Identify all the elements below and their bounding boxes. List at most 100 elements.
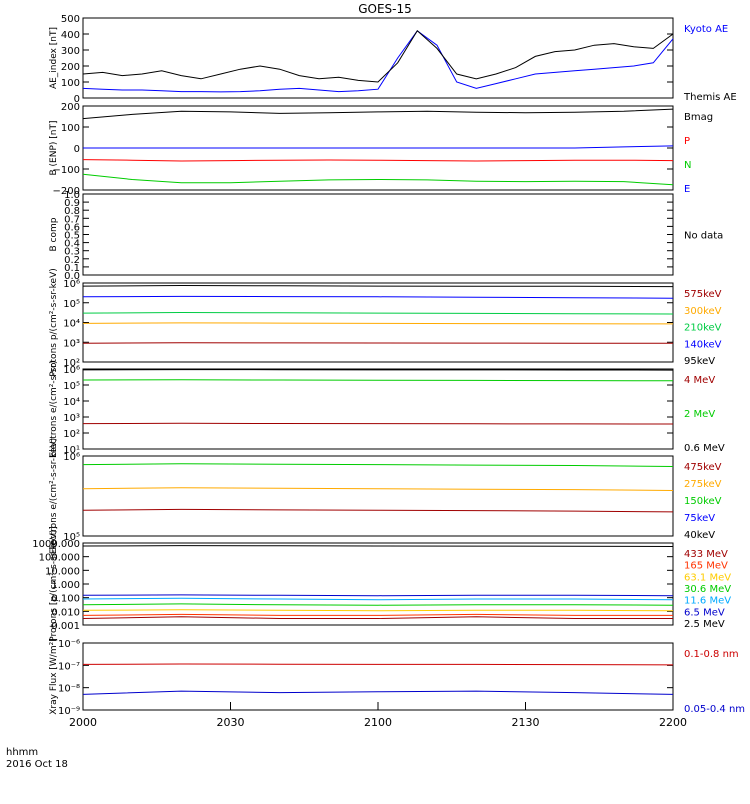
series-line (82, 369, 674, 371)
legend-entry: 210keV (684, 323, 722, 334)
series-line (82, 30, 674, 93)
legend-entry: P (684, 136, 690, 147)
y-tick-label: 0.3 (64, 247, 80, 258)
legend-entry: 433 MeV (684, 549, 728, 560)
y-tick-label: −200 (53, 186, 80, 197)
panel-5: 10⁵ 10⁶ Electrons e/(cm²-s-sr-keV) 475keV 27… (49, 438, 722, 554)
legend-entry: 0.6 MeV (684, 443, 725, 454)
series-line (83, 145, 674, 149)
y-tick-label: 200 (61, 102, 80, 113)
legend-entry: 0.1-0.8 nm (684, 649, 739, 660)
y-tick-label: 0.4 (64, 239, 80, 250)
y-axis-label: AE_index [nT] (49, 27, 59, 89)
series-line (82, 30, 674, 83)
time-axis-label-date: 2016 Oct 18 (6, 759, 68, 770)
y-tick-label: 0 (74, 144, 80, 155)
legend-entry: 150keV (684, 496, 722, 507)
series-line (82, 173, 674, 186)
legend-entry: 63.1 MeV (684, 572, 731, 583)
y-tick-label: 0.001 (51, 621, 80, 632)
series-line (82, 603, 674, 606)
legend-entry: E (684, 184, 690, 195)
y-tick-label: 300 (61, 46, 80, 57)
y-tick-label: 0.6 (64, 222, 80, 233)
legend-entry: 30.6 MeV (684, 584, 731, 595)
y-tick-label: 1.000 (51, 580, 80, 591)
legend-entry: Bmag (684, 112, 713, 123)
legend-entry: 40keV (684, 530, 715, 541)
y-tick-label: 500 (61, 14, 80, 25)
y-axis-label: Protons p/(cm²-s-sr-keV) (49, 268, 59, 377)
y-tick-label: 10³ (63, 413, 80, 424)
time-axis-label-hhmm: hhmm (6, 747, 38, 758)
series-line (82, 690, 674, 695)
y-tick-label: 100 (61, 78, 80, 89)
y-tick-label: 1000.000 (32, 539, 80, 550)
y-tick-label: 10⁻⁹ (58, 706, 80, 717)
y-tick-label: 10⁵ (63, 381, 80, 392)
y-tick-label: 10⁶ (63, 365, 80, 376)
series-line (82, 159, 674, 162)
x-tick-label: 2000 (69, 716, 97, 729)
y-tick-label: 0.9 (64, 198, 80, 209)
series-line (82, 663, 674, 666)
legend-entry: Themis AE (683, 92, 737, 103)
y-tick-label: 200 (61, 62, 80, 73)
y-tick-label: 0.7 (64, 214, 80, 225)
legend-entry: 75keV (684, 513, 715, 524)
legend-entry: Kyoto AE (684, 24, 728, 35)
series-line (82, 594, 674, 597)
legend-entry: 475keV (684, 462, 722, 473)
panel-frame (82, 642, 674, 711)
series-line (82, 422, 674, 425)
series-line (82, 322, 674, 325)
series-line (82, 545, 674, 547)
y-tick-label: 100.000 (39, 553, 80, 564)
y-tick-label: 10³ (63, 338, 80, 349)
legend-entry: 2 MeV (684, 409, 715, 420)
y-tick-label: −100 (53, 165, 80, 176)
series-line (82, 508, 674, 513)
y-tick-label: 10² (63, 429, 80, 440)
panel-6: 0.001 0.010 0.100 1.000 10.000 100.000 1000.00… (32, 526, 731, 642)
x-tick-label: 2100 (364, 716, 392, 729)
y-axis-label: B comp (49, 217, 59, 251)
series-line (82, 609, 674, 612)
y-tick-label: 1.0 (64, 190, 80, 201)
y-tick-label: 0.1 (64, 263, 80, 274)
legend-entry: 2.5 MeV (684, 619, 725, 630)
y-tick-label: 0.100 (51, 594, 80, 605)
y-tick-label: 10⁻⁸ (58, 684, 80, 695)
legend-entry: 4 MeV (684, 375, 715, 386)
y-axis-label: Electrons e/(cm²-s-sr) (49, 361, 59, 458)
series-line (82, 284, 674, 288)
series-line (82, 613, 673, 616)
series-line (82, 295, 674, 299)
legend-entry: N (684, 160, 691, 171)
y-tick-label: 100 (61, 123, 80, 134)
y-tick-label: 0.0 (64, 271, 80, 282)
y-tick-label: 10⁶ (63, 452, 80, 463)
y-tick-label: 10⁵ (63, 299, 80, 310)
y-axis-label: Protons [p/(cm²-s-sr-keV)] (49, 526, 59, 642)
series-line (82, 311, 674, 315)
chart-title: GOES-15 (358, 2, 412, 16)
series-line (82, 487, 674, 491)
panel-frame (82, 17, 674, 99)
y-tick-label: 400 (61, 30, 80, 41)
y-axis-label: Electrons e/(cm²-s-sr-keV) (49, 438, 59, 554)
y-tick-label: 10⁴ (63, 319, 80, 330)
y-tick-label: 10.000 (45, 566, 80, 577)
y-tick-label: 10⁵ (63, 532, 80, 543)
panel-frame (82, 542, 674, 626)
x-tick-label: 2200 (659, 716, 687, 729)
legend-entry: 165 MeV (684, 561, 728, 572)
series-line (82, 597, 674, 601)
x-tick-label: 2030 (217, 716, 245, 729)
y-tick-label: 10² (63, 358, 80, 369)
